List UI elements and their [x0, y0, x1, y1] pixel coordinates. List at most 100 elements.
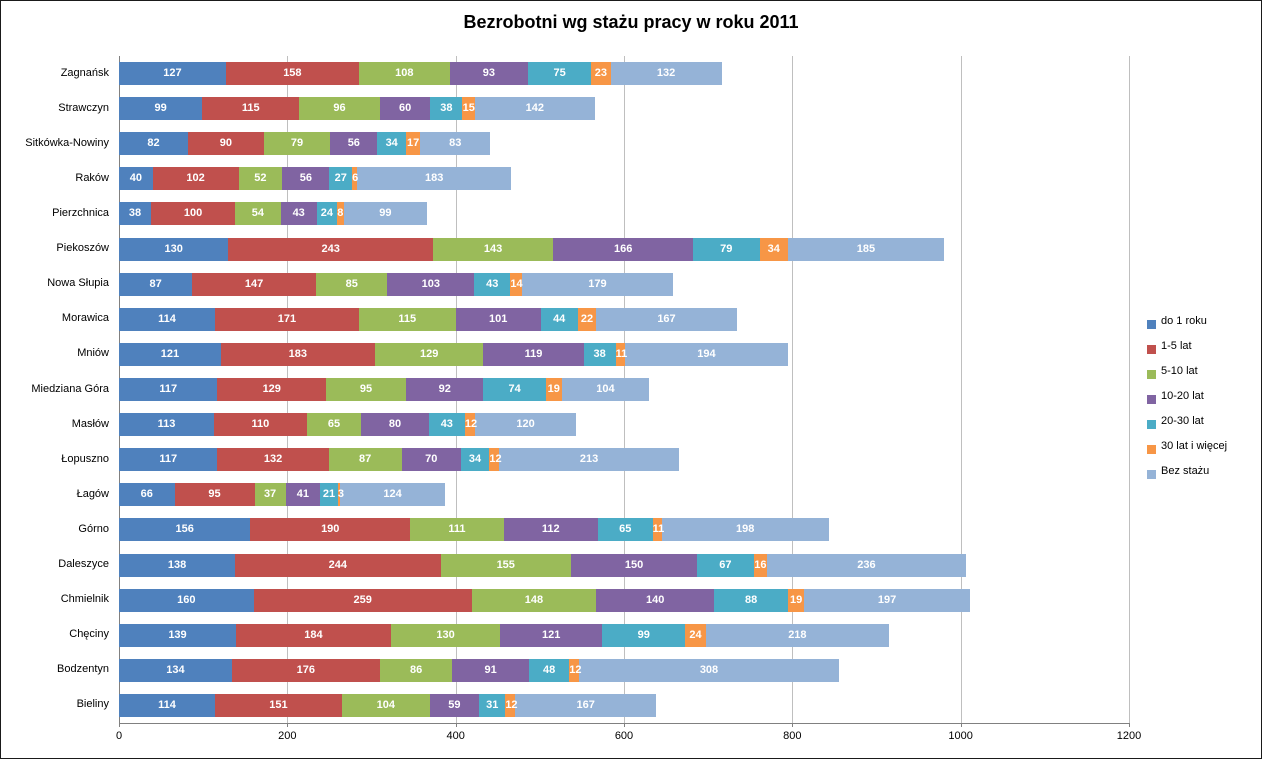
segment-value-label: 38 [593, 347, 606, 360]
bar-segment: 56 [282, 167, 330, 191]
bar-segment: 14 [510, 272, 523, 296]
segment-value-label: 99 [379, 207, 392, 220]
segment-value-label: 79 [720, 242, 733, 255]
segment-value-label: 75 [553, 67, 566, 80]
bar-segment: 114 [119, 693, 215, 717]
bar-segment: 183 [357, 167, 512, 191]
category-label: Nowa Słupia [47, 277, 109, 290]
bar-segment: 52 [238, 167, 283, 191]
category-label: Miedziana Góra [31, 382, 109, 395]
segment-value-label: 65 [327, 418, 341, 431]
segment-value-label: 130 [164, 242, 183, 255]
segment-value-label: 87 [149, 277, 162, 290]
gridline [1129, 56, 1130, 723]
bar-segment: 148 [471, 588, 597, 612]
legend-swatch-icon [1147, 370, 1156, 379]
segment-value-label: 111 [448, 523, 466, 536]
segment-value-label: 259 [353, 593, 372, 606]
segment-value-label: 66 [140, 488, 153, 501]
x-tick-label: 1200 [1116, 730, 1142, 742]
segment-value-label: 44 [553, 312, 566, 325]
bar-segment: 19 [788, 588, 805, 612]
bar-segment: 244 [235, 553, 441, 577]
category-label: Piekoszów [56, 242, 109, 255]
bar-segment: 87 [328, 448, 402, 472]
bar-segment: 31 [479, 693, 506, 717]
segment-value-label: 183 [288, 347, 308, 360]
segment-value-label: 104 [596, 383, 615, 395]
segment-value-label: 82 [147, 137, 160, 150]
segment-value-label: 16 [754, 558, 767, 571]
chart-title: Bezrobotni wg stażu pracy w roku 2011 [463, 12, 799, 32]
segment-value-label: 156 [175, 523, 194, 536]
segment-value-label: 243 [321, 242, 340, 255]
segment-value-label: 176 [296, 663, 316, 676]
bar-segment: 21 [320, 483, 338, 507]
bar-segment: 82 [119, 132, 189, 156]
segment-value-label: 70 [425, 453, 438, 466]
segment-value-label: 11 [615, 347, 628, 360]
bar-segment: 65 [597, 518, 653, 542]
bar-segment: 41 [285, 483, 321, 507]
segment-value-label: 142 [525, 102, 544, 115]
bar-segment: 99 [119, 97, 203, 121]
bar-segment: 101 [455, 307, 541, 331]
x-axis-line [119, 723, 1129, 724]
tick-mark [961, 723, 962, 727]
legend-swatch-icon [1147, 320, 1156, 329]
legend-swatch-icon [1147, 470, 1156, 479]
bar-segment: 43 [428, 413, 465, 437]
segment-value-label: 198 [736, 523, 755, 536]
category-label: Morawica [61, 312, 109, 325]
segment-value-label: 88 [744, 593, 758, 606]
bar-segment: 74 [483, 378, 546, 401]
segment-value-label: 56 [347, 137, 360, 150]
bar-segment: 143 [432, 237, 554, 261]
segment-value-label: 121 [542, 628, 561, 641]
segment-value-label: 38 [440, 102, 453, 115]
segment-value-label: 114 [158, 312, 176, 325]
bar-segment: 236 [767, 553, 966, 577]
bar-segment: 155 [440, 553, 571, 577]
legend-label: 1-5 lat [1161, 340, 1192, 352]
segment-value-label: 83 [449, 137, 462, 150]
bar-segment: 150 [570, 553, 698, 577]
tick-mark [119, 723, 120, 727]
legend-swatch-icon [1147, 445, 1156, 454]
segment-value-label: 117 [159, 383, 178, 395]
bar-segment: 142 [475, 97, 595, 121]
legend-swatch-icon [1147, 345, 1156, 354]
segment-value-label: 38 [128, 207, 142, 220]
segment-value-label: 127 [163, 67, 182, 80]
bar-segment: 54 [235, 202, 281, 226]
bar-segment: 99 [343, 202, 428, 226]
bar-segment: 110 [214, 413, 307, 437]
bar-segment: 83 [420, 132, 491, 156]
bar-segment: 130 [119, 237, 229, 261]
segment-value-label: 67 [719, 558, 732, 571]
bar-segment: 79 [693, 237, 760, 261]
segment-value-label: 244 [328, 558, 347, 571]
segment-value-label: 166 [613, 242, 633, 255]
bar-segment: 139 [119, 623, 236, 647]
segment-value-label: 19 [547, 383, 560, 395]
segment-value-label: 34 [767, 242, 780, 255]
bar-segment: 87 [119, 272, 193, 296]
bar-segment: 67 [697, 553, 754, 577]
bar-segment: 132 [610, 62, 722, 86]
bar-segment: 40 [119, 167, 153, 191]
segment-value-label: 41 [296, 488, 310, 501]
segment-value-label: 43 [292, 207, 305, 220]
bar-segment: 24 [685, 623, 706, 647]
bar-segment: 156 [119, 518, 251, 542]
bar-segment: 185 [788, 237, 944, 261]
bar-segment: 34 [460, 448, 490, 472]
segment-value-label: 132 [263, 453, 283, 466]
bar-segment: 115 [202, 97, 300, 121]
bar-segment: 198 [661, 518, 829, 542]
bar-segment: 194 [624, 342, 789, 366]
segment-value-label: 130 [436, 628, 455, 641]
bar-segment: 38 [583, 342, 616, 366]
bar-segment: 140 [596, 588, 715, 612]
bar-segment: 120 [475, 413, 577, 437]
